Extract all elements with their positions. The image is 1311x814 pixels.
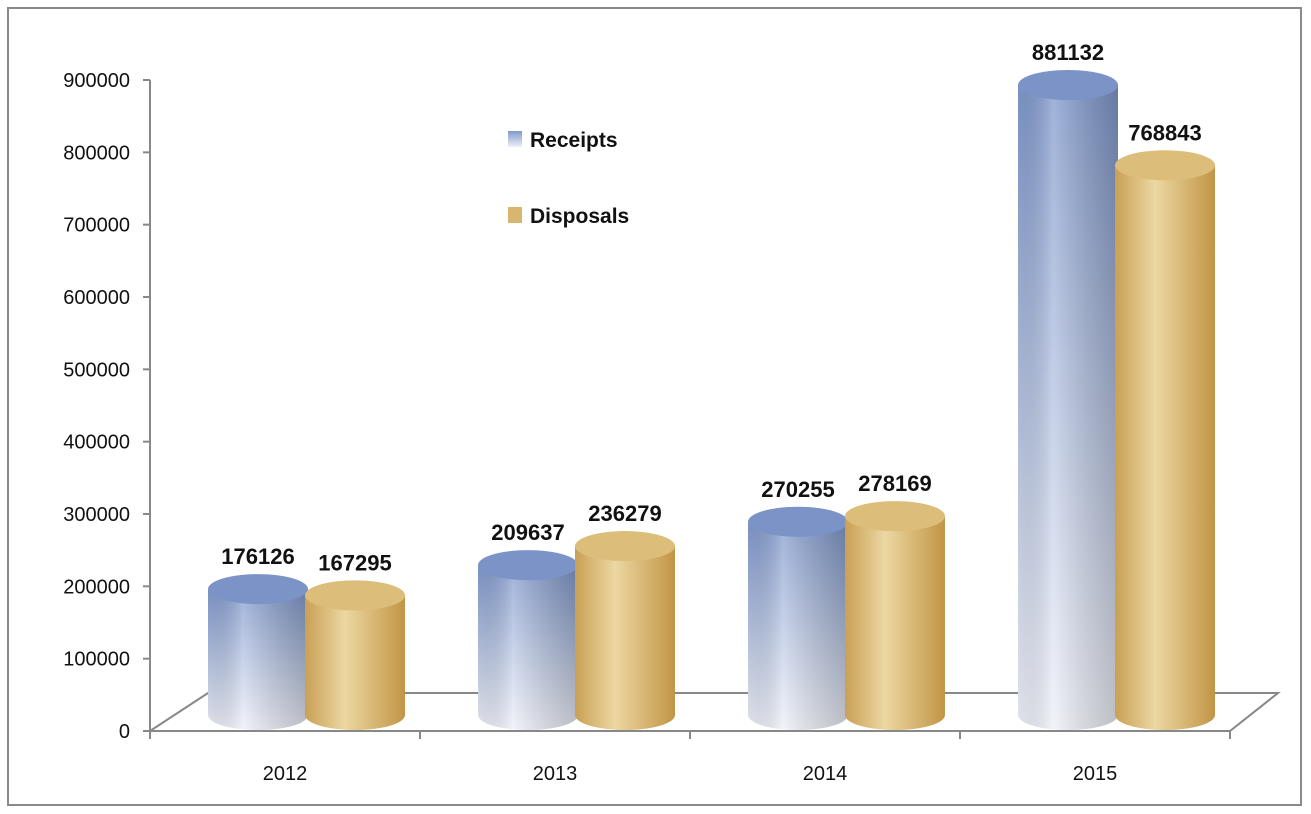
y-tick-label: 800000	[63, 142, 130, 164]
data-label: 236279	[588, 501, 661, 526]
bar-shading	[478, 565, 578, 730]
x-tick-label: 2015	[1073, 763, 1118, 785]
legend-label-disposals: Disposals	[530, 205, 629, 228]
bar-top-cap	[1115, 150, 1215, 181]
bar-disposals-2015	[1115, 165, 1215, 731]
bar-disposals-2013	[575, 546, 675, 730]
bar-top-cap	[305, 580, 405, 611]
data-label: 768843	[1128, 120, 1201, 145]
bar-disposals-2012	[305, 595, 405, 730]
x-tick-label: 2014	[803, 763, 848, 785]
data-label: 176126	[221, 544, 294, 569]
y-tick-label: 900000	[63, 70, 130, 92]
y-tick-label: 0	[119, 721, 130, 743]
x-tick-label: 2013	[533, 763, 578, 785]
bar-top-cap	[748, 506, 848, 537]
y-tick-label: 600000	[63, 287, 130, 309]
legend-swatch-disposals	[508, 207, 522, 223]
bar-shading	[748, 521, 848, 730]
bar-top-cap	[478, 550, 578, 581]
bar-shading	[1018, 84, 1118, 731]
y-tick-label: 700000	[63, 215, 130, 237]
legend-swatch-receipts	[508, 131, 522, 147]
y-tick-label: 300000	[63, 504, 130, 526]
bar-top-cap	[575, 531, 675, 562]
y-tick-label: 400000	[63, 432, 130, 454]
data-label: 167295	[318, 550, 391, 575]
bar-top-cap	[208, 574, 308, 605]
y-tick-label: 200000	[63, 576, 130, 598]
y-tick-label: 100000	[63, 649, 130, 671]
x-tick-label: 2012	[263, 763, 308, 785]
bar-top-cap	[1018, 69, 1118, 100]
bar-top-cap	[845, 501, 945, 532]
data-label: 209637	[491, 520, 564, 545]
bar-disposals-2014	[845, 516, 945, 730]
y-tick-label: 500000	[63, 359, 130, 381]
data-label: 278169	[858, 471, 931, 496]
bar-shading	[208, 589, 308, 730]
data-label: 270255	[761, 477, 834, 502]
legend-label-receipts: Receipts	[530, 129, 618, 152]
data-label: 881132	[1032, 40, 1104, 65]
